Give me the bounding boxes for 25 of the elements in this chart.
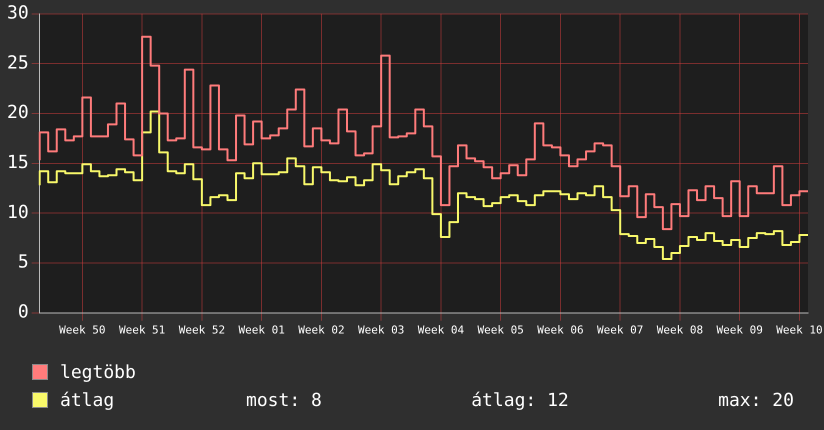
x-tick-label: Week 50 <box>59 323 106 336</box>
y-tick-label: 30 <box>6 2 29 24</box>
text: most: 8 <box>246 390 322 410</box>
x-tick-label: Week 03 <box>358 323 404 336</box>
x-tick-label: Week 09 <box>716 323 763 336</box>
y-tick-label: 10 <box>6 202 29 223</box>
legend-label: legtöbb <box>60 362 136 382</box>
x-tick-label: Week 05 <box>477 323 524 336</box>
y-tick-label: 15 <box>6 152 29 173</box>
x-tick-label: Week 08 <box>656 323 704 336</box>
x-tick-label: Week 01 <box>238 323 285 336</box>
x-tick-label: Week 02 <box>298 323 345 336</box>
y-tick-label: 25 <box>6 52 29 74</box>
x-tick-label: Week 07 <box>597 323 644 336</box>
y-tick-label: 0 <box>18 301 29 322</box>
x-tick-label: Week 51 <box>118 323 166 336</box>
y-tick-label: 5 <box>18 252 29 273</box>
x-tick-label: Week 52 <box>178 323 226 336</box>
x-tick-label: Week 10 <box>776 323 823 336</box>
text: átlag: 12 <box>471 390 569 410</box>
x-tick-label: Week 06 <box>537 323 584 336</box>
legend-label: átlag <box>60 390 114 410</box>
text: max: 20 <box>718 390 794 410</box>
x-tick-label: Week 04 <box>418 323 464 336</box>
y-tick-label: 20 <box>6 102 29 124</box>
